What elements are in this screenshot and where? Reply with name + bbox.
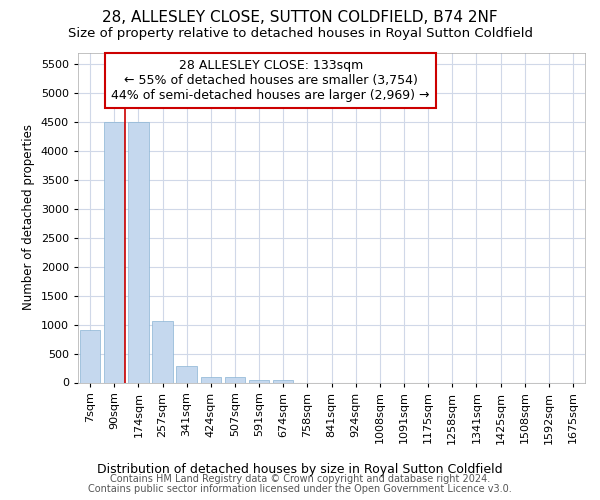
Bar xyxy=(104,122,124,382)
Bar xyxy=(249,380,269,382)
Text: Contains public sector information licensed under the Open Government Licence v3: Contains public sector information licen… xyxy=(88,484,512,494)
Bar xyxy=(273,380,293,382)
Text: 28 ALLESLEY CLOSE: 133sqm
← 55% of detached houses are smaller (3,754)
44% of se: 28 ALLESLEY CLOSE: 133sqm ← 55% of detac… xyxy=(112,59,430,102)
Bar xyxy=(80,330,100,382)
Text: 28, ALLESLEY CLOSE, SUTTON COLDFIELD, B74 2NF: 28, ALLESLEY CLOSE, SUTTON COLDFIELD, B7… xyxy=(102,10,498,25)
Bar xyxy=(152,321,173,382)
Text: Size of property relative to detached houses in Royal Sutton Coldfield: Size of property relative to detached ho… xyxy=(67,28,533,40)
Bar xyxy=(224,376,245,382)
Y-axis label: Number of detached properties: Number of detached properties xyxy=(22,124,35,310)
Bar xyxy=(176,366,197,382)
Text: Contains HM Land Registry data © Crown copyright and database right 2024.: Contains HM Land Registry data © Crown c… xyxy=(110,474,490,484)
Text: Distribution of detached houses by size in Royal Sutton Coldfield: Distribution of detached houses by size … xyxy=(97,462,503,475)
Bar xyxy=(128,122,149,382)
Bar xyxy=(200,376,221,382)
